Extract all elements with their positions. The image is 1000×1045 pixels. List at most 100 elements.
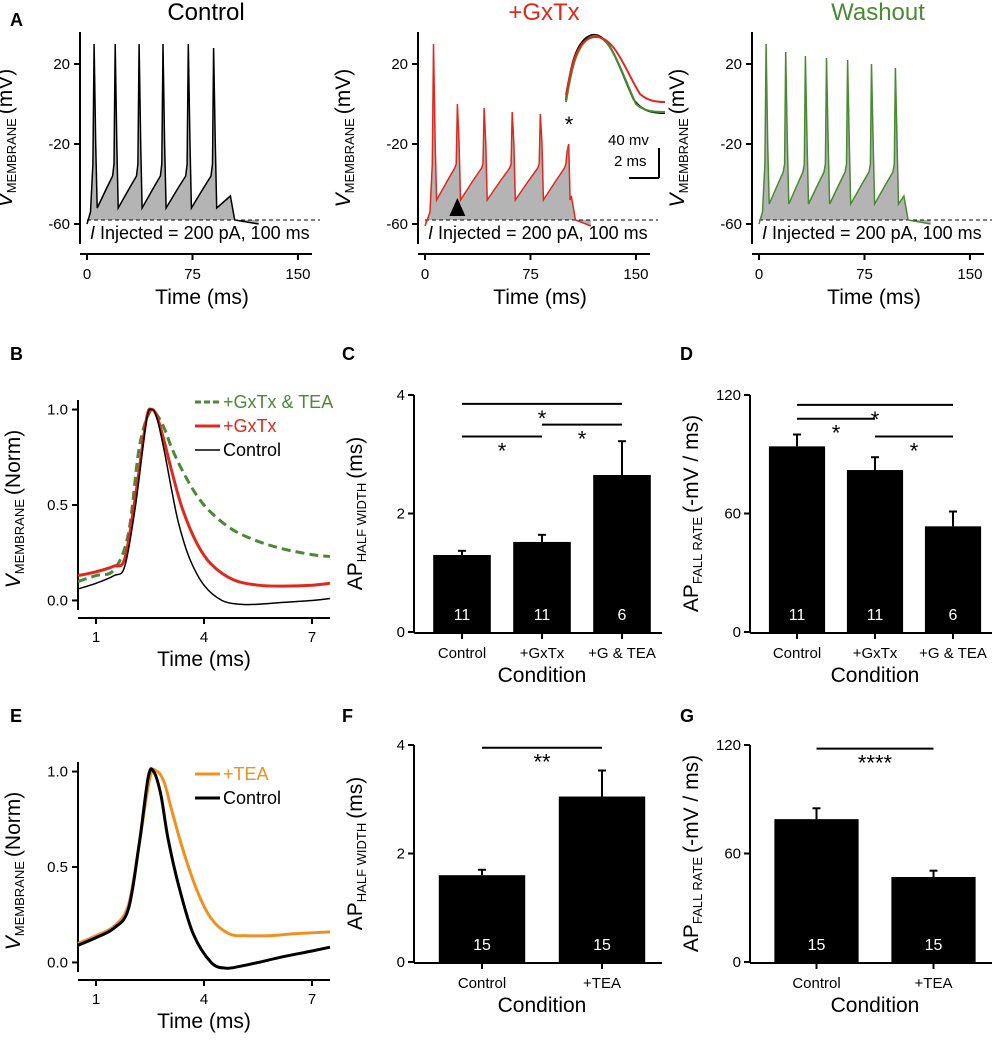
panel-e-ylabel: VMEMBRANE (Norm) xyxy=(2,792,27,950)
panel-c-xlabel: Condition xyxy=(498,664,587,687)
panel-f-n-label: 15 xyxy=(473,937,491,954)
panel-c-n-label: 11 xyxy=(454,607,471,624)
panel-a2-ytick-label: -20 xyxy=(386,136,408,153)
panel-a-xtick-label: 0 xyxy=(83,266,91,283)
panel-b-legend-label-2: Control xyxy=(223,440,281,460)
panel-c-bar-1 xyxy=(513,541,571,632)
panel-a3-trace-fill xyxy=(759,44,931,224)
panel-a2-ylabel-main: V xyxy=(332,191,355,207)
panel-letter-b: B xyxy=(10,344,23,364)
panel-e-series-0 xyxy=(77,768,331,945)
panel-d-bar-1 xyxy=(846,470,904,632)
panel-g-ylabel-sub: FALL RATE xyxy=(690,857,705,925)
panel-d-ylabel-main: AP xyxy=(680,584,703,612)
panel-g-ytick-label: 120 xyxy=(716,737,741,754)
panel-f-ytick-label: 0 xyxy=(397,954,405,971)
panel-a-annotation-text: Injected = 200 pA, 100 ms xyxy=(100,223,310,243)
panel-a-xlabel: Time (ms) xyxy=(155,286,249,309)
panel-e-xlabel: Time (ms) xyxy=(157,1010,251,1033)
panel-d-bar-0 xyxy=(768,446,826,632)
panel-a3-annotation-italic: I xyxy=(762,223,772,243)
panel-letter-f: F xyxy=(342,706,353,726)
panel-a3-ytick-label: 20 xyxy=(725,56,742,73)
panel-b-xtick-label: 1 xyxy=(92,629,100,646)
panel-a3-xtick-label: 75 xyxy=(856,266,873,283)
panel-d-ytick-label: 60 xyxy=(724,506,741,523)
panel-g-xlabel: Condition xyxy=(831,994,920,1017)
panel-a-gxtx: 20 -20 -60 0 75 150 Time (ms) VMEMBRANE (mV) +GxT… xyxy=(332,0,666,309)
panel-d-category-label: Control xyxy=(773,645,821,662)
panel-a3-ytick-label: -20 xyxy=(720,136,742,153)
panel-f-ylabel-main: AP xyxy=(344,902,367,930)
panel-d-ytick-label: 120 xyxy=(716,387,741,404)
panel-c-ylabel-unit: (ms) xyxy=(344,437,367,479)
panel-d-bar-2 xyxy=(924,526,982,632)
panel-a2-xtick-label: 0 xyxy=(421,266,429,283)
panel-d-ytick-label: 0 xyxy=(733,624,741,641)
panel-f-category-label: +TEA xyxy=(583,975,621,992)
panel-e-xtick-label: 1 xyxy=(92,991,100,1008)
panel-d-sig-label-1: * xyxy=(832,421,841,446)
panel-d-ylabel-sub: FALL RATE xyxy=(690,517,705,585)
panel-e-ylabel-sub: MEMBRANE xyxy=(12,861,27,936)
panel-c-sig-label-0: * xyxy=(538,406,547,431)
panel-d-sig-label-2: * xyxy=(910,438,919,463)
panel-c-category-label: +GxTx xyxy=(520,645,565,662)
panel-a2-xlabel: Time (ms) xyxy=(493,286,587,309)
panel-a3-xlabel: Time (ms) xyxy=(827,286,921,309)
panel-a2-ytick-label: 20 xyxy=(391,56,408,73)
panel-a-annotation-italic: I xyxy=(90,223,100,243)
panel-c-bar-2 xyxy=(593,474,651,632)
panel-f-ylabel: APHALF WIDTH (ms) xyxy=(344,777,369,930)
panel-a-title: Control xyxy=(167,0,244,26)
panel-a2-ylabel-unit: (mV) xyxy=(332,69,355,115)
panel-c-ylabel: APHALF WIDTH (ms) xyxy=(344,437,369,590)
panel-g-n-label: 15 xyxy=(925,937,943,954)
panel-e-ytick-label: 0.5 xyxy=(47,859,68,876)
panel-g-ylabel: APFALL RATE (-mV / ms) xyxy=(680,755,705,952)
panel-a2-asterisk: * xyxy=(565,112,574,137)
panel-c-ytick-label: 2 xyxy=(397,506,405,523)
panel-a-xtick-label: 150 xyxy=(285,266,310,283)
panel-f-bar-1 xyxy=(558,796,646,962)
panel-a3-title: Washout xyxy=(831,0,925,26)
panel-e-ylabel-main: V xyxy=(2,934,25,950)
panel-g-ylabel-unit: (-mV / ms) xyxy=(680,755,703,853)
panel-g-n-label: 15 xyxy=(808,937,826,954)
panel-e-series-1 xyxy=(77,767,331,970)
panel-c-category-label: +G & TEA xyxy=(588,645,656,662)
panel-a3-xtick-label: 150 xyxy=(957,266,982,283)
panel-a2-annotation: I Injected = 200 pA, 100 ms xyxy=(428,223,648,243)
panel-a2-title: +GxTx xyxy=(508,0,579,26)
panel-a2-xtick-label: 150 xyxy=(623,266,648,283)
panel-g-ytick-label: 0 xyxy=(733,954,741,971)
inset-waveform-2 xyxy=(565,35,666,103)
panel-c-ytick-label: 4 xyxy=(397,387,405,404)
panel-b-ylabel: VMEMBRANE (Norm) xyxy=(2,430,27,588)
panel-g-fall-rate: 0 60 120 15 Control 15 +TEA Condition APFALL RAT… xyxy=(680,737,992,1017)
panel-letter-c: C xyxy=(342,344,355,364)
panel-a2-xtick-label: 75 xyxy=(522,266,539,283)
panel-c-ytick-label: 0 xyxy=(397,624,405,641)
panel-g-category-label: +TEA xyxy=(915,975,953,992)
panel-f-bar-0 xyxy=(438,875,526,962)
panel-b-xlabel: Time (ms) xyxy=(157,648,251,671)
panel-a3-annotation: I Injected = 200 pA, 100 ms xyxy=(762,223,982,243)
panel-d-n-label: 11 xyxy=(867,607,884,624)
panel-a2-annotation-italic: I xyxy=(428,223,438,243)
scale-bar-time-label: 2 ms xyxy=(614,153,647,170)
panel-g-category-label: Control xyxy=(792,975,840,992)
panel-a-control: 20 -20 -60 0 75 150 Time (ms) VMEMBRANE (mV) Cont… xyxy=(0,0,320,309)
panel-b-ytick-label: 0.5 xyxy=(47,497,68,514)
panel-b-legend-label-1: +GxTx xyxy=(223,416,277,436)
panel-a3-annotation-text: Injected = 200 pA, 100 ms xyxy=(772,223,982,243)
panel-a-xtick-label: 75 xyxy=(184,266,201,283)
panel-a2-ylabel-sub: MEMBRANE xyxy=(342,118,357,193)
panel-c-category-label: Control xyxy=(438,645,486,662)
panel-a-ylabel-main: V xyxy=(0,191,17,207)
panel-a2-trace-line xyxy=(424,43,592,227)
panel-g-sig-label-0: **** xyxy=(858,751,893,776)
panel-e-waveforms: 0.0 0.5 1.0 1 4 7 Time (ms) VMEMBRANE (Norm) +TEA… xyxy=(2,762,331,1033)
